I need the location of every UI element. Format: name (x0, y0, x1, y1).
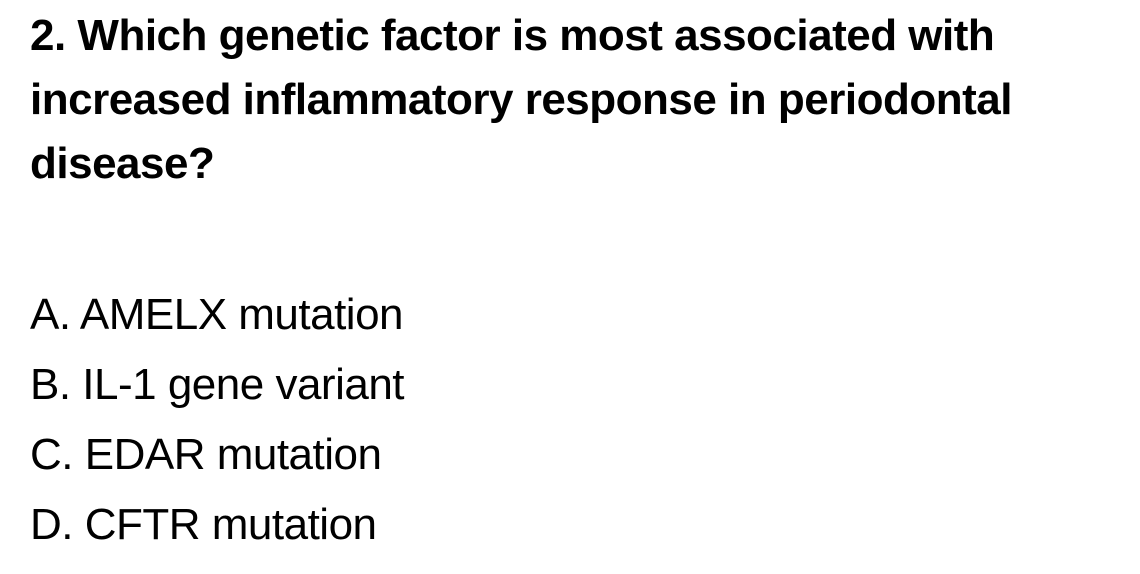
answer-option-d: D. CFTR mutation (30, 500, 377, 549)
answer-options-list: A. AMELX mutation B. IL-1 gene variant C… (30, 280, 1130, 560)
question-text: 2. Which genetic factor is most associat… (30, 11, 1012, 188)
answer-option-b: B. IL-1 gene variant (30, 360, 405, 409)
answer-option-c: C. EDAR mutation (30, 430, 382, 479)
quiz-question-block: 2. Which genetic factor is most associat… (30, 11, 1130, 560)
answer-option-a: A. AMELX mutation (30, 290, 404, 339)
